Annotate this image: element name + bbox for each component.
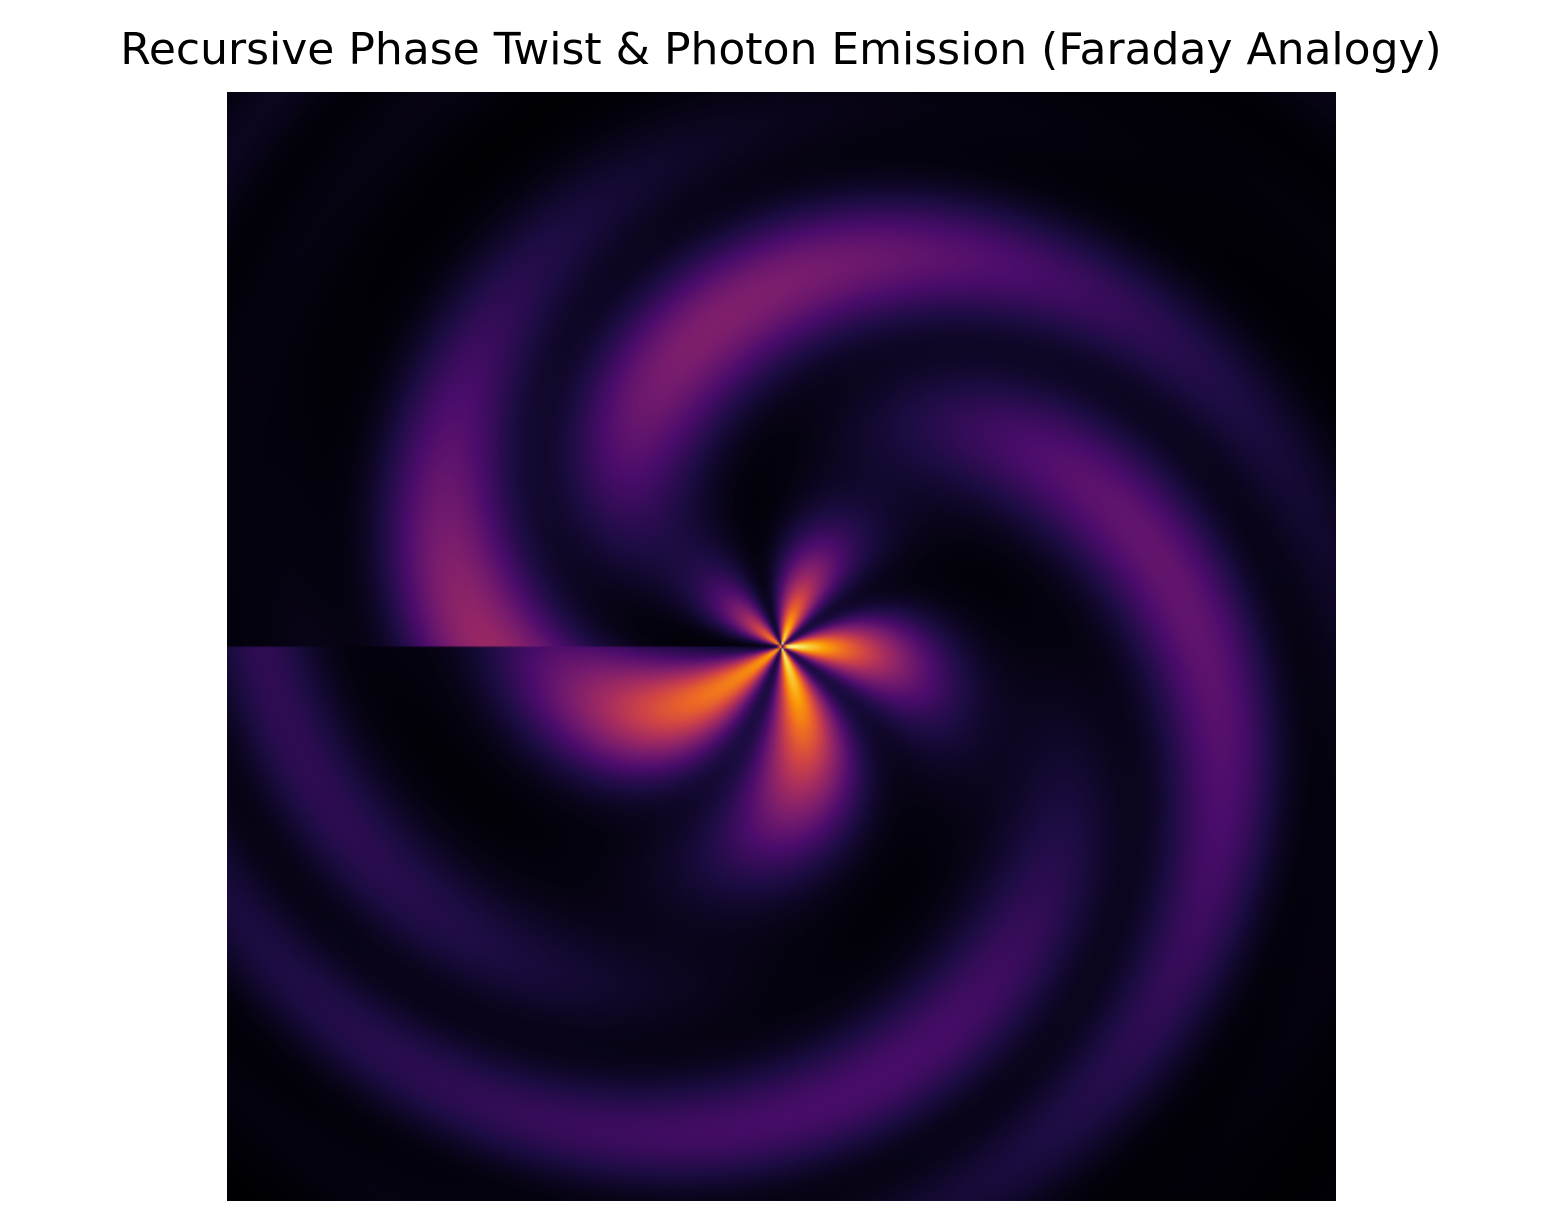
- heatmap-image: [227, 92, 1336, 1201]
- chart-title: Recursive Phase Twist & Photon Emission …: [120, 24, 1442, 75]
- heatmap-plot-area: [227, 92, 1336, 1201]
